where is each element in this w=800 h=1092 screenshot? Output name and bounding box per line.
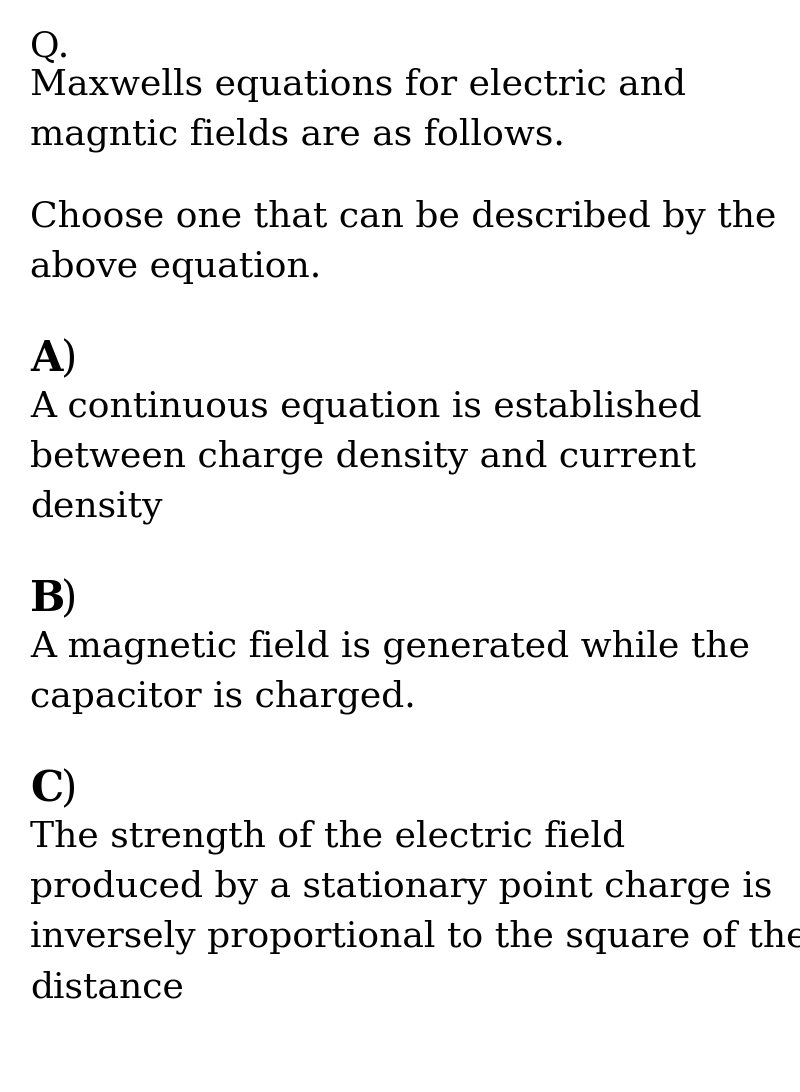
Text: The strength of the electric field: The strength of the electric field — [30, 820, 625, 855]
Text: above equation.: above equation. — [30, 250, 322, 284]
Text: ): ) — [62, 339, 78, 380]
Text: density: density — [30, 490, 162, 524]
Text: Maxwells equations for electric and: Maxwells equations for electric and — [30, 68, 686, 102]
Text: capacitor is charged.: capacitor is charged. — [30, 680, 416, 714]
Text: magntic fields are as follows.: magntic fields are as follows. — [30, 118, 565, 153]
Text: A continuous equation is established: A continuous equation is established — [30, 390, 702, 424]
Text: B: B — [30, 578, 66, 620]
Text: C: C — [30, 768, 63, 810]
Text: Choose one that can be described by the: Choose one that can be described by the — [30, 200, 776, 235]
Text: A: A — [30, 339, 62, 380]
Text: inversely proportional to the square of the: inversely proportional to the square of … — [30, 919, 800, 954]
Text: A magnetic field is generated while the: A magnetic field is generated while the — [30, 630, 750, 665]
Text: Q.: Q. — [30, 29, 70, 64]
Text: ): ) — [62, 578, 78, 620]
Text: produced by a stationary point charge is: produced by a stationary point charge is — [30, 870, 772, 904]
Text: distance: distance — [30, 970, 184, 1004]
Text: between charge density and current: between charge density and current — [30, 440, 696, 475]
Text: ): ) — [62, 768, 78, 810]
